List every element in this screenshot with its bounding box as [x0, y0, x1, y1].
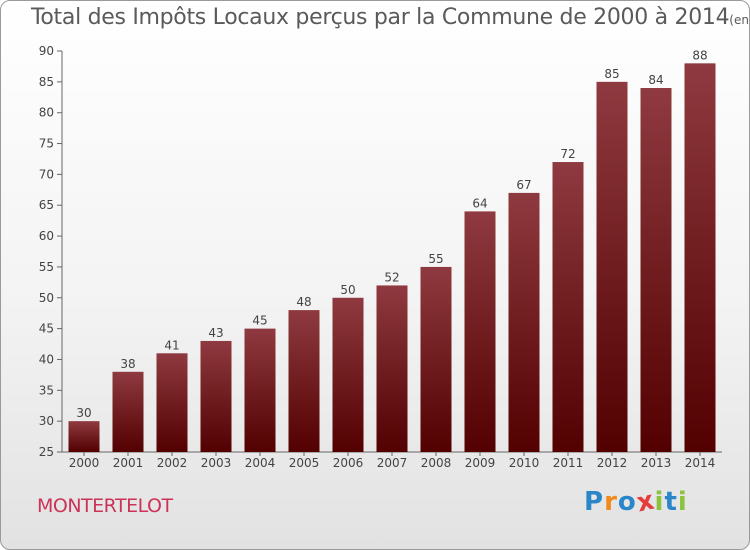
bar-2013: [640, 88, 672, 452]
bar-2000: [68, 421, 100, 452]
value-label-2006: 50: [340, 283, 355, 297]
proxiti-logo[interactable]: Proxiti: [584, 485, 688, 518]
bar-2011: [552, 162, 584, 453]
value-label-2014: 88: [692, 48, 707, 62]
x-tick-label-2010: 2010: [509, 456, 540, 470]
y-tick-label: 65: [39, 198, 54, 212]
x-tick-label-2014: 2014: [685, 456, 716, 470]
x-tick-label-2009: 2009: [465, 456, 496, 470]
value-label-2002: 41: [164, 338, 179, 352]
x-tick-label-2003: 2003: [201, 456, 232, 470]
y-tick-label: 40: [39, 352, 54, 366]
y-tick-label: 45: [39, 322, 54, 336]
value-label-2009: 64: [472, 196, 487, 210]
bar-2004: [244, 328, 276, 452]
bar-2014: [684, 63, 716, 452]
chart-axes: 25 30 35 40 45 50 55 60 65 70 75 80 85 90: [39, 44, 722, 459]
value-label-2010: 67: [516, 178, 531, 192]
value-label-2001: 38: [120, 357, 135, 371]
logo-letter: o: [617, 487, 637, 517]
value-label-2004: 45: [252, 314, 267, 328]
y-tick-label: 50: [39, 291, 54, 305]
logo-letter: i: [677, 487, 688, 517]
y-tick-label: 80: [39, 106, 54, 120]
bar-2003: [200, 340, 232, 452]
bar-2007: [376, 285, 408, 452]
y-tick-label: 25: [39, 445, 54, 459]
bar-2001: [112, 371, 144, 452]
y-tick-label: 85: [39, 75, 54, 89]
logo-letter: t: [664, 487, 678, 517]
y-tick-label: 70: [39, 167, 54, 181]
x-tick-label-2000: 2000: [69, 456, 100, 470]
chart-title-unit: (en milliers d'€): [729, 13, 749, 27]
chart-labels: 30 2000 38 2001 41 2002 43 2003 45 2004 48 2005 50 20…: [69, 48, 716, 470]
x-tick-label-2011: 2011: [553, 456, 584, 470]
value-label-2011: 72: [560, 147, 575, 161]
chart-title: Total des Impôts Locaux perçus par la Co…: [31, 5, 749, 30]
x-tick-label-2004: 2004: [245, 456, 276, 470]
value-label-2013: 84: [648, 73, 663, 87]
value-label-2008: 55: [428, 252, 443, 266]
x-tick-label-2002: 2002: [157, 456, 188, 470]
y-tick-label: 75: [39, 137, 54, 151]
y-tick-label: 60: [39, 229, 54, 243]
bar-2002: [156, 353, 188, 452]
value-label-2003: 43: [208, 326, 223, 340]
x-tick-label-2013: 2013: [641, 456, 672, 470]
logo-letter: r: [604, 487, 618, 517]
x-tick-label-2008: 2008: [421, 456, 452, 470]
logo-letter: i: [654, 487, 665, 517]
x-tick-label-2012: 2012: [597, 456, 628, 470]
x-tick-label-2006: 2006: [333, 456, 364, 470]
y-tick-label: 35: [39, 383, 54, 397]
logo-letter: P: [584, 487, 605, 517]
y-tick-label: 90: [39, 44, 54, 58]
bar-2010: [508, 192, 540, 452]
bar-2009: [464, 211, 496, 452]
x-tick-label-2007: 2007: [377, 456, 408, 470]
x-tick-label-2005: 2005: [289, 456, 320, 470]
commune-name: MONTERTELOT: [37, 495, 173, 517]
value-label-2007: 52: [384, 270, 399, 284]
bar-2012: [596, 81, 628, 452]
y-tick-label: 55: [39, 260, 54, 274]
y-tick-label: 30: [39, 414, 54, 428]
value-label-2005: 48: [296, 295, 311, 309]
bar-2008: [420, 266, 452, 452]
value-label-2000: 30: [76, 406, 91, 420]
bar-2005: [288, 310, 320, 452]
x-tick-label-2001: 2001: [113, 456, 144, 470]
bar-2006: [332, 297, 364, 452]
value-label-2012: 85: [604, 67, 619, 81]
chart-bars: [68, 63, 716, 453]
chart-title-text: Total des Impôts Locaux perçus par la Co…: [31, 5, 730, 30]
